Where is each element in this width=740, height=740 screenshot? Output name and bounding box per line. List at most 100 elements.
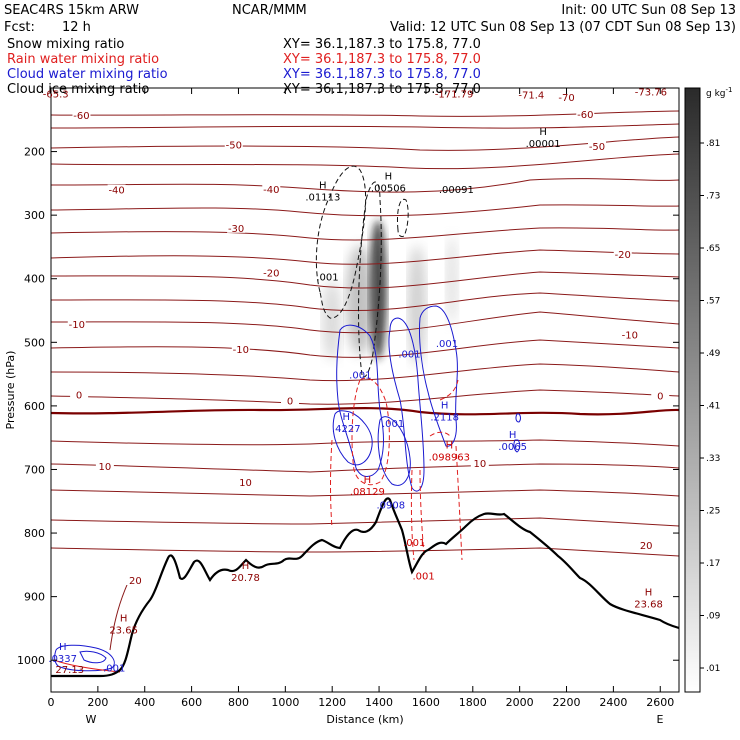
rain-contour-3 [410,469,415,561]
isotherm-plus10 [51,463,679,473]
y-tick-label: 800 [24,527,45,540]
field-value-label: .0337 [48,654,77,665]
x-tick-label: 600 [181,696,202,709]
surface-cluster-cloud-inner [79,650,107,664]
isotherm-label: -60 [73,111,89,122]
model-title: SEAC4RS 15km ARW [4,3,139,18]
field-value-label: .001 [349,371,371,382]
contour-label-bg [613,248,632,259]
x-axis: 0 200 400 600 800 1000 1200 1400 1600 1800 2000 220… [48,88,674,709]
x-tick-label: 200 [87,696,108,709]
isotherm-minus45 [51,204,679,217]
cloud-water-contour-7 [515,413,521,423]
field-value-label: .00506 [371,184,406,195]
field-value-label: .001 [403,538,425,549]
x-tick-label: 1600 [412,696,440,709]
high-marker: H [446,441,454,452]
isotherm-label: -10 [69,320,85,331]
y-tick-label: 200 [24,146,45,159]
field-value-label: .00091 [439,185,474,196]
contour-label-bg [262,267,281,278]
x-tick-label: 0 [48,696,55,709]
isotherm-minus50 [51,178,679,193]
y-tick-label: 300 [24,209,45,222]
field-value-label: .0065 [498,442,527,453]
x-tick-label: 2400 [599,696,627,709]
isotherm-plus5 [51,439,679,447]
contour-label-bg [620,329,639,340]
contour-label-bg [637,540,656,551]
contour-label-bg [107,184,126,195]
forecast-label: Fcst: [4,20,35,35]
x-tick-label: 1400 [365,696,393,709]
y-tick-label: 400 [24,273,45,286]
high-marker: H [509,430,517,441]
x-tick-label: 800 [228,696,249,709]
plot-frame [50,87,680,693]
colorbar: .01 .09 .17 .25 .33 .41 .49 .57 .65 .73 .81 g kg-1 [684,86,732,693]
high-marker: H [645,588,653,599]
rain-water-contours [330,377,463,561]
isotherm-label: 0 [76,390,82,401]
colorbar-tick-label: .73 [706,192,720,202]
isotherm-zero [51,407,679,416]
contour-label-bg [227,222,246,233]
field-value-label: .098963 [429,453,470,464]
surface-cluster-rain [53,659,121,673]
shaded-hydrometeor-field [322,220,458,365]
field-value-label: -73.76 [635,88,667,99]
colorbar-tick-label: .81 [706,139,720,149]
cloud-water-contour-2 [388,317,425,492]
contour-label-bg [126,575,145,586]
shade-core [369,220,387,360]
terrain-profile [51,497,679,678]
contour-label-bg [67,318,86,329]
y-tick-label: 500 [24,336,45,349]
isotherm-label: 20 [640,541,653,552]
isotherm-label: -70 [558,93,574,104]
contour-label-bg [262,183,281,194]
x-tick-label: 2600 [646,696,674,709]
center-label: NCAR/MMM [232,3,307,18]
field-value-label: .2118 [430,413,459,424]
contour-label-bg [557,91,576,102]
x-axis-label: Distance (km) [326,713,403,726]
shade-west [346,245,374,355]
field-value-label: .0908 [376,500,405,511]
field-value-label: 20.78 [231,573,260,584]
init-time: Init: 00 UTC Sun 08 Sep 13 [561,3,736,18]
forecast-hours: 12 h [62,20,91,35]
high-marker: H [385,172,393,183]
legend-rain-xy: XY= 36.1,187.3 to 175.8, 77.0 [283,52,481,67]
cloud-water-contour-4 [332,410,373,466]
legend-cloud-water-label: Cloud water mixing ratio [7,67,168,82]
colorbar-tick-label: .41 [706,402,720,412]
high-marker: H [242,561,250,572]
y-tick-label: 1000 [17,654,45,667]
snow-ice-contours [315,165,409,378]
isotherm-minus70 [51,110,679,117]
rain-contour-5 [429,431,451,437]
contour-labels: -60 -60-70-50 -50-40 -40-30-20-20-10-10-100… [67,91,670,587]
snow-contour-1 [315,165,367,319]
field-value-label: .001 [436,339,458,350]
rain-contour-7 [439,379,459,401]
y-axis-label: Pressure (hPa) [4,351,17,430]
contour-label-bg [70,389,89,400]
isotherm-label: -30 [228,224,244,235]
isotherm-label: 20 [129,576,142,587]
high-marker: H [120,614,128,625]
colorbar-tick-label: .01 [706,664,720,674]
cloud-water-contours [332,305,521,492]
rain-contour-2 [351,377,390,486]
isotherm-label: -50 [226,140,242,151]
isotherm-label: -10 [233,345,249,356]
isotherm-minus5 [51,389,679,405]
colorbar-tick-label: .17 [706,559,720,569]
x-tick-label: 2200 [553,696,581,709]
isotherm-label: -40 [108,186,124,197]
field-value-label: -171.79 [435,90,474,101]
cloud-water-contour-5 [377,416,411,486]
